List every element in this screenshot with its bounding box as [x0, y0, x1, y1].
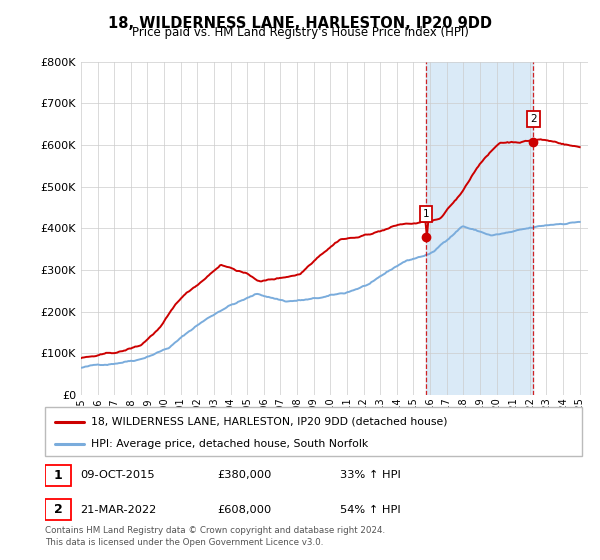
Text: 1: 1 — [53, 469, 62, 482]
Text: £608,000: £608,000 — [217, 505, 271, 515]
Text: 18, WILDERNESS LANE, HARLESTON, IP20 9DD: 18, WILDERNESS LANE, HARLESTON, IP20 9DD — [108, 16, 492, 31]
FancyBboxPatch shape — [45, 499, 71, 520]
Text: HPI: Average price, detached house, South Norfolk: HPI: Average price, detached house, Sout… — [91, 439, 368, 449]
Text: 09-OCT-2015: 09-OCT-2015 — [80, 470, 155, 480]
Text: £380,000: £380,000 — [217, 470, 271, 480]
Text: 18, WILDERNESS LANE, HARLESTON, IP20 9DD (detached house): 18, WILDERNESS LANE, HARLESTON, IP20 9DD… — [91, 417, 447, 427]
Text: 33% ↑ HPI: 33% ↑ HPI — [340, 470, 401, 480]
FancyBboxPatch shape — [45, 465, 71, 486]
Text: 54% ↑ HPI: 54% ↑ HPI — [340, 505, 401, 515]
Text: 1: 1 — [423, 209, 430, 218]
Bar — [426, 62, 533, 395]
FancyBboxPatch shape — [45, 407, 582, 456]
Text: 21-MAR-2022: 21-MAR-2022 — [80, 505, 156, 515]
Text: 2: 2 — [53, 503, 62, 516]
Text: 2: 2 — [530, 114, 537, 124]
Text: Contains HM Land Registry data © Crown copyright and database right 2024.
This d: Contains HM Land Registry data © Crown c… — [45, 526, 385, 547]
Text: Price paid vs. HM Land Registry's House Price Index (HPI): Price paid vs. HM Land Registry's House … — [131, 26, 469, 39]
